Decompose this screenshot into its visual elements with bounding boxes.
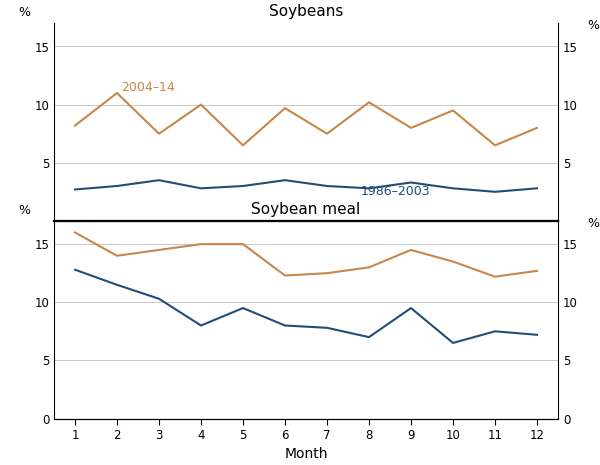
Text: 1986–2003: 1986–2003 (361, 185, 430, 198)
Y-axis label: %: % (18, 7, 30, 19)
Text: 2004–14: 2004–14 (121, 80, 175, 93)
Y-axis label: %: % (18, 204, 30, 217)
Y-axis label: %: % (587, 217, 599, 230)
Title: Soybeans: Soybeans (269, 4, 343, 20)
X-axis label: Month: Month (284, 447, 328, 461)
Y-axis label: %: % (587, 19, 599, 32)
Title: Soybean meal: Soybean meal (251, 202, 361, 217)
